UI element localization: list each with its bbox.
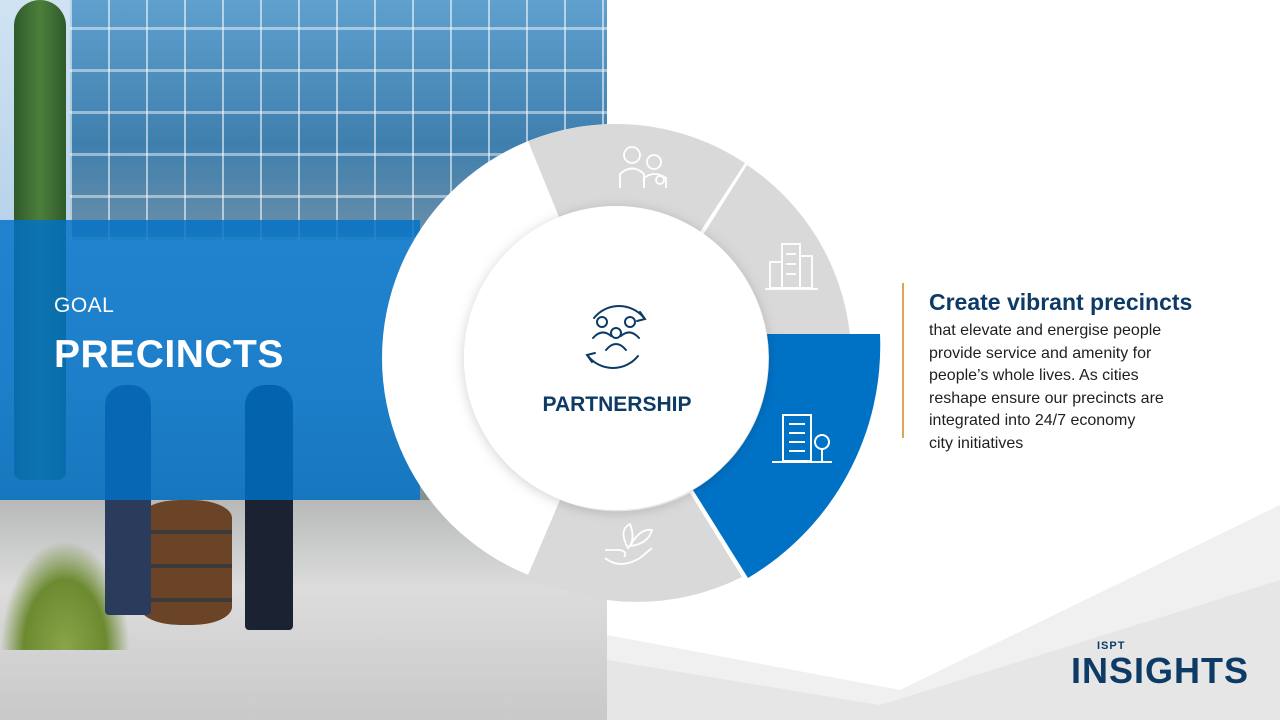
- body-line: reshape ensure our precincts are: [929, 389, 1164, 407]
- goal-label: GOAL: [54, 294, 115, 317]
- headline: Create vibrant precincts: [929, 289, 1193, 315]
- logo-large-text: INSIGHTS: [1071, 650, 1250, 691]
- body-line: provide service and amenity for: [929, 344, 1152, 362]
- body-line: integrated into 24/7 economy: [929, 412, 1136, 429]
- body-line: that elevate and energise people: [929, 322, 1162, 339]
- segment-city[interactable]: [703, 165, 850, 335]
- people-icon: [619, 146, 667, 188]
- city-buildings-icon: [765, 243, 818, 290]
- segment-hand-plant[interactable]: [528, 493, 742, 602]
- center-label: PARTNERSHIP: [542, 393, 692, 416]
- body-line: people’s whole lives. As cities: [929, 367, 1139, 384]
- goal-banner: [0, 220, 420, 500]
- goal-title: PRECINCTS: [54, 333, 284, 376]
- segment-building-tree[interactable]: [693, 334, 881, 578]
- building-tree-icon: [772, 414, 832, 463]
- partnership-cycle-icon: [585, 305, 647, 369]
- body-text: that elevate and energise people provide…: [929, 320, 1219, 455]
- photo-barrel: [140, 500, 232, 625]
- ring-inner-circle: [464, 206, 768, 510]
- body-line: city initiatives: [929, 434, 1024, 452]
- text-divider: [902, 283, 904, 438]
- hand-plant-icon: [604, 522, 654, 565]
- logo-small-text: ISPT: [1097, 640, 1126, 652]
- segment-people[interactable]: [528, 123, 745, 232]
